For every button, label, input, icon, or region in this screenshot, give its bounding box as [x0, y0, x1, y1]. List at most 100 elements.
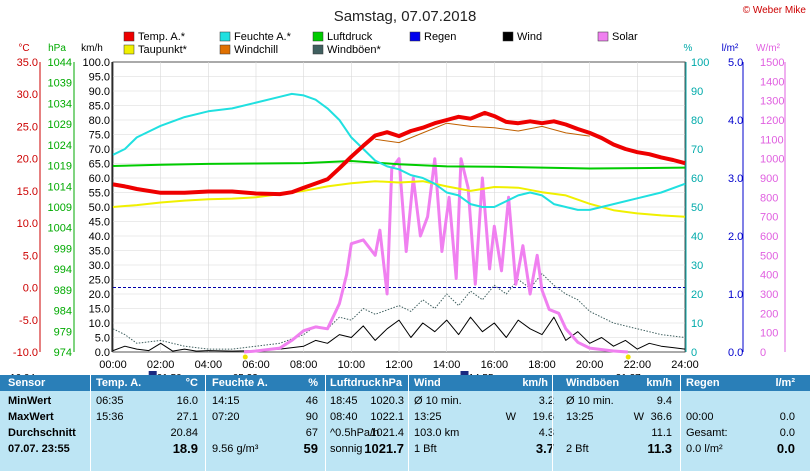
legend-label: Solar: [612, 31, 638, 43]
gust-value: 11.3: [647, 441, 672, 456]
tick-label-temp: 15.0: [17, 186, 38, 198]
tick-label-temp: 30.0: [17, 89, 38, 101]
x-tick-label: 24:00: [671, 359, 699, 371]
tick-label-rain: 2.0: [728, 231, 743, 243]
tick-label-pressure: 1019: [48, 161, 72, 173]
tick-label-solar: 0: [760, 347, 766, 359]
tick-label-temp: 35.0: [17, 57, 38, 69]
tick-label-solar: 100: [760, 328, 778, 340]
tick-label-temp: 10.0: [17, 218, 38, 230]
wind-value: 19.6: [532, 411, 554, 423]
wind-info: 1 Bft: [414, 443, 437, 455]
tick-label-wind: 35.0: [89, 246, 110, 258]
tick-label-solar: 200: [760, 308, 778, 320]
tick-label-pressure: 1004: [48, 223, 72, 235]
tick-label-pressure: 1039: [48, 78, 72, 90]
header-feuchte: Feuchte A.: [212, 377, 268, 389]
tick-label-wind: 20.0: [89, 289, 110, 301]
tick-label-humidity: 90: [691, 86, 703, 98]
tick-label-humidity: 20: [691, 289, 703, 301]
tick-label-humidity: 80: [691, 115, 703, 127]
legend-swatch: [219, 31, 231, 42]
tick-label-wind: 0.0: [95, 347, 110, 359]
tick-label-humidity: 60: [691, 173, 703, 185]
plot-area: [112, 61, 686, 354]
rain-info: Gesamt:: [686, 427, 728, 439]
axis-unit-wind: km/h: [81, 43, 103, 54]
rain-info: 00:00: [686, 411, 714, 423]
tick-label-humidity: 10: [691, 318, 703, 330]
series-windboeen: [112, 273, 686, 350]
moon1-label: 01:50: [157, 373, 182, 375]
tick-label-wind: 75.0: [89, 130, 110, 142]
hum-value: 90: [305, 411, 318, 423]
header-regen: Regen: [686, 377, 720, 389]
gust-dir: W: [633, 411, 644, 423]
tick-label-wind: 25.0: [89, 275, 110, 287]
tick-label-pressure: 979: [54, 326, 72, 338]
tick-label-wind: 45.0: [89, 217, 110, 229]
tick-label-rain: 3.0: [728, 173, 743, 185]
wind-dir: W: [505, 411, 516, 423]
hum-time: 9.56 g/m³: [212, 443, 259, 455]
header-wind: Wind: [414, 377, 441, 389]
tick-label-temp: -5.0: [19, 315, 38, 327]
tick-label-wind: 90.0: [89, 86, 110, 98]
legend-label: Windchill: [234, 44, 278, 56]
series-luftdruck: [112, 160, 686, 170]
tick-label-solar: 1200: [760, 115, 784, 127]
chart-title: Samstag, 07.07.2018: [334, 8, 477, 25]
legend-swatch: [123, 31, 135, 42]
hum-value: 67: [305, 427, 318, 439]
temp-value: 16.0: [176, 395, 198, 407]
legend-swatch: [312, 44, 324, 55]
x-tick-label: 20:00: [576, 359, 604, 371]
gust-info: Ø 10 min.: [566, 395, 614, 407]
temp-value: 20.84: [170, 427, 198, 439]
series-solar: [243, 157, 628, 354]
legend-label: Wind: [517, 31, 542, 43]
wind-value: 4.3: [538, 427, 554, 439]
tick-label-solar: 1100: [760, 134, 784, 146]
axes: 35.0 30.0 25.0 20.0 15.0 10.0 5.0 0.0 -5.0 -10.0 1…: [10, 57, 786, 375]
tick-label-wind: 70.0: [89, 144, 110, 156]
stats-row-label: Durchschnitt: [8, 427, 76, 439]
legend: Temp. A.*Taupunkt* Feuchte A.*Windchill Lu…: [123, 31, 638, 56]
tick-label-wind: 60.0: [89, 173, 110, 185]
hum-time: 07:20: [212, 411, 240, 423]
header-luftdruck: Luftdruck: [330, 377, 381, 389]
tick-label-wind: 55.0: [89, 188, 110, 200]
legend-label: Taupunkt*: [138, 44, 188, 56]
x-tick-label: 16:00: [481, 359, 509, 371]
gust-value: 36.6: [650, 411, 672, 423]
series-wind: [112, 316, 686, 352]
gust-value: 9.4: [656, 395, 672, 407]
tick-label-pressure: 1024: [48, 140, 72, 152]
tick-label-pressure: 974: [54, 347, 72, 359]
tick-label-pressure: 1034: [48, 98, 72, 110]
column-separator: [90, 375, 91, 471]
tick-label-pressure: 1044: [48, 57, 72, 69]
column-separator: [325, 375, 326, 471]
legend-swatch: [597, 31, 609, 42]
moon2-icon: [460, 371, 469, 375]
tick-label-humidity: 100: [691, 57, 709, 69]
tick-label-humidity: 70: [691, 144, 703, 156]
series-windchill: [375, 122, 590, 144]
sunrise-label: 05:33: [233, 373, 258, 375]
tick-label-wind: 15.0: [89, 304, 110, 316]
temp-time: 06:35: [96, 395, 124, 407]
press-value: 1021.4: [370, 427, 404, 439]
series-feuchte: [112, 92, 686, 211]
rain-value: 0.0: [779, 411, 795, 423]
tick-label-wind: 50.0: [89, 202, 110, 214]
legend-label: Regen: [424, 31, 456, 43]
temp-value: 27.1: [176, 411, 198, 423]
sunrise-marker: [242, 354, 248, 360]
x-tick-label: 06:00: [242, 359, 270, 371]
legend-label: Windböen*: [327, 44, 382, 56]
tick-label-solar: 900: [760, 173, 778, 185]
stats-row-label: 07.07. 23:55: [8, 443, 70, 455]
x-tick-label: 04:00: [195, 359, 223, 371]
wind-info: 13:25: [414, 411, 442, 423]
